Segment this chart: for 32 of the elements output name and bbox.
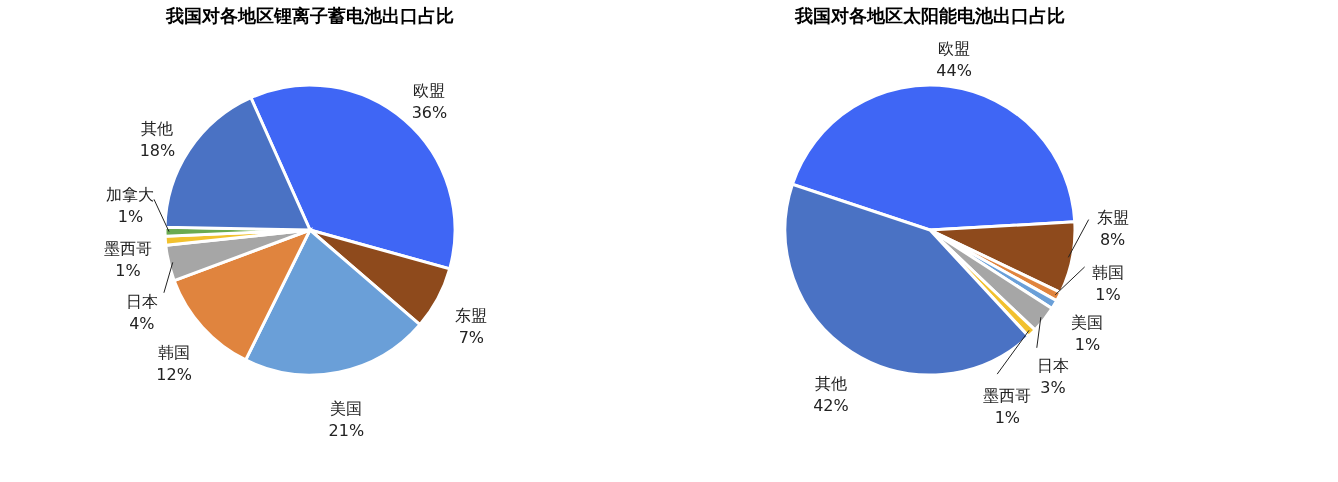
data-label: 44%	[936, 60, 972, 80]
chart-title: 我国对各地区锂离子蓄电池出口占比	[165, 5, 454, 26]
data-label: 4%	[129, 314, 155, 334]
slice-label: 墨西哥	[983, 385, 1032, 405]
data-label: 12%	[156, 364, 192, 384]
data-label: 7%	[458, 328, 485, 348]
slice-label: 日本	[1036, 355, 1069, 375]
slice-label: 其他	[141, 118, 174, 138]
slice-label: 东盟	[455, 306, 488, 326]
data-label: 8%	[1099, 230, 1126, 250]
data-label: 42%	[813, 395, 849, 415]
slice-label: 日本	[125, 292, 158, 312]
slice-label: 美国	[1071, 313, 1104, 333]
slice-label: 欧盟	[413, 81, 446, 101]
data-label: 3%	[1040, 377, 1066, 397]
slice-label: 东盟	[1096, 208, 1129, 228]
slice-label: 墨西哥	[104, 239, 153, 259]
data-label: 18%	[139, 140, 176, 160]
data-label: 1%	[1095, 284, 1121, 304]
slice-label: 加拿大	[106, 184, 155, 204]
slice-label: 美国	[330, 399, 363, 419]
data-label: 1%	[115, 261, 141, 281]
data-label: 1%	[1074, 335, 1101, 355]
slice-label: 韩国	[1091, 262, 1124, 282]
data-label: 1%	[994, 407, 1021, 427]
slice-label: 韩国	[158, 342, 191, 362]
chart-title: 我国对各地区太阳能电池出口占比	[794, 5, 1065, 26]
data-label: 1%	[117, 206, 144, 226]
data-label: 21%	[328, 421, 365, 441]
slice-label: 欧盟	[938, 38, 971, 58]
data-label: 36%	[411, 103, 448, 123]
slice-label: 其他	[814, 373, 847, 393]
